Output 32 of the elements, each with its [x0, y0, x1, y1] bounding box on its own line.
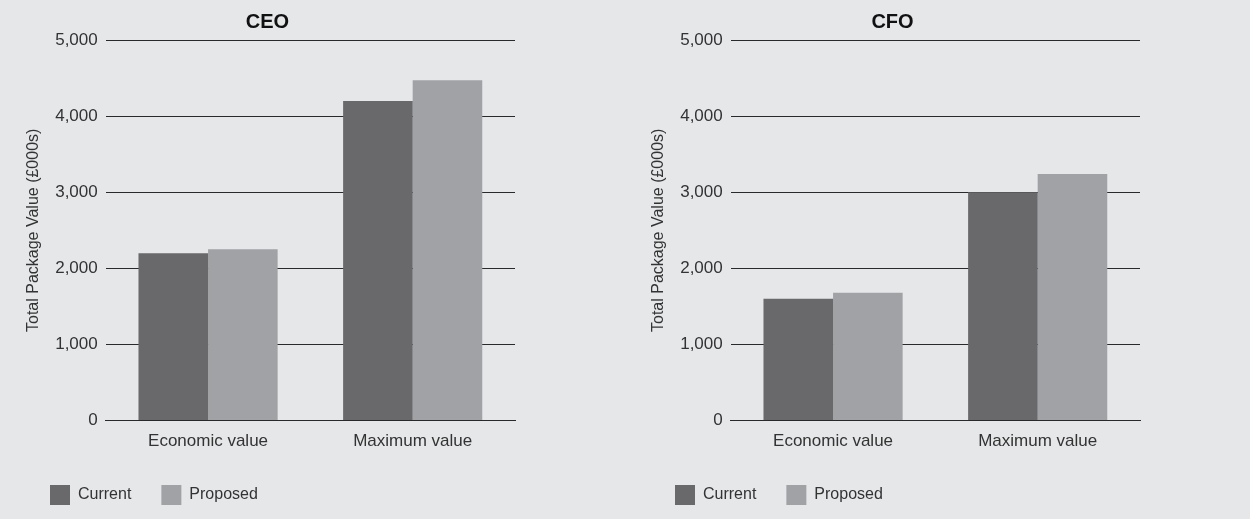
y-tick-label: 5,000 [55, 29, 98, 49]
y-tick-label: 0 [713, 410, 723, 430]
bar [138, 253, 209, 421]
x-tick-label: Economic value [773, 431, 894, 451]
y-tick-label: 5,000 [680, 29, 723, 49]
y-tick-label: 3,000 [55, 181, 98, 201]
legend-label: Proposed [814, 485, 883, 503]
bar [412, 80, 483, 421]
y-tick-label: 4,000 [55, 105, 98, 125]
x-tick-label: Maximum value [353, 431, 473, 451]
bar [833, 292, 903, 421]
y-axis-title: Total Package Value (£000s) [649, 128, 667, 332]
y-tick-label: 1,000 [680, 334, 723, 354]
bar [968, 192, 1038, 421]
y-axis-title: Total Package Value (£000s) [24, 128, 42, 332]
chart-title: CEO [245, 9, 290, 32]
legend-label: Current [703, 485, 757, 503]
bar [343, 100, 413, 421]
legend-label: Proposed [189, 485, 258, 503]
y-tick-label: 2,000 [680, 258, 723, 278]
bar [1037, 173, 1108, 421]
y-tick-label: 3,000 [680, 181, 723, 201]
bar [208, 249, 278, 421]
x-tick-label: Economic value [148, 431, 269, 451]
y-tick-label: 1,000 [55, 334, 98, 354]
chart-title: CFO [871, 9, 914, 32]
y-tick-label: 2,000 [55, 258, 98, 278]
x-tick-label: Maximum value [978, 431, 1098, 451]
bar [763, 298, 834, 421]
y-tick-label: 0 [88, 410, 98, 430]
y-tick-label: 4,000 [680, 105, 723, 125]
legend-label: Current [78, 485, 132, 503]
